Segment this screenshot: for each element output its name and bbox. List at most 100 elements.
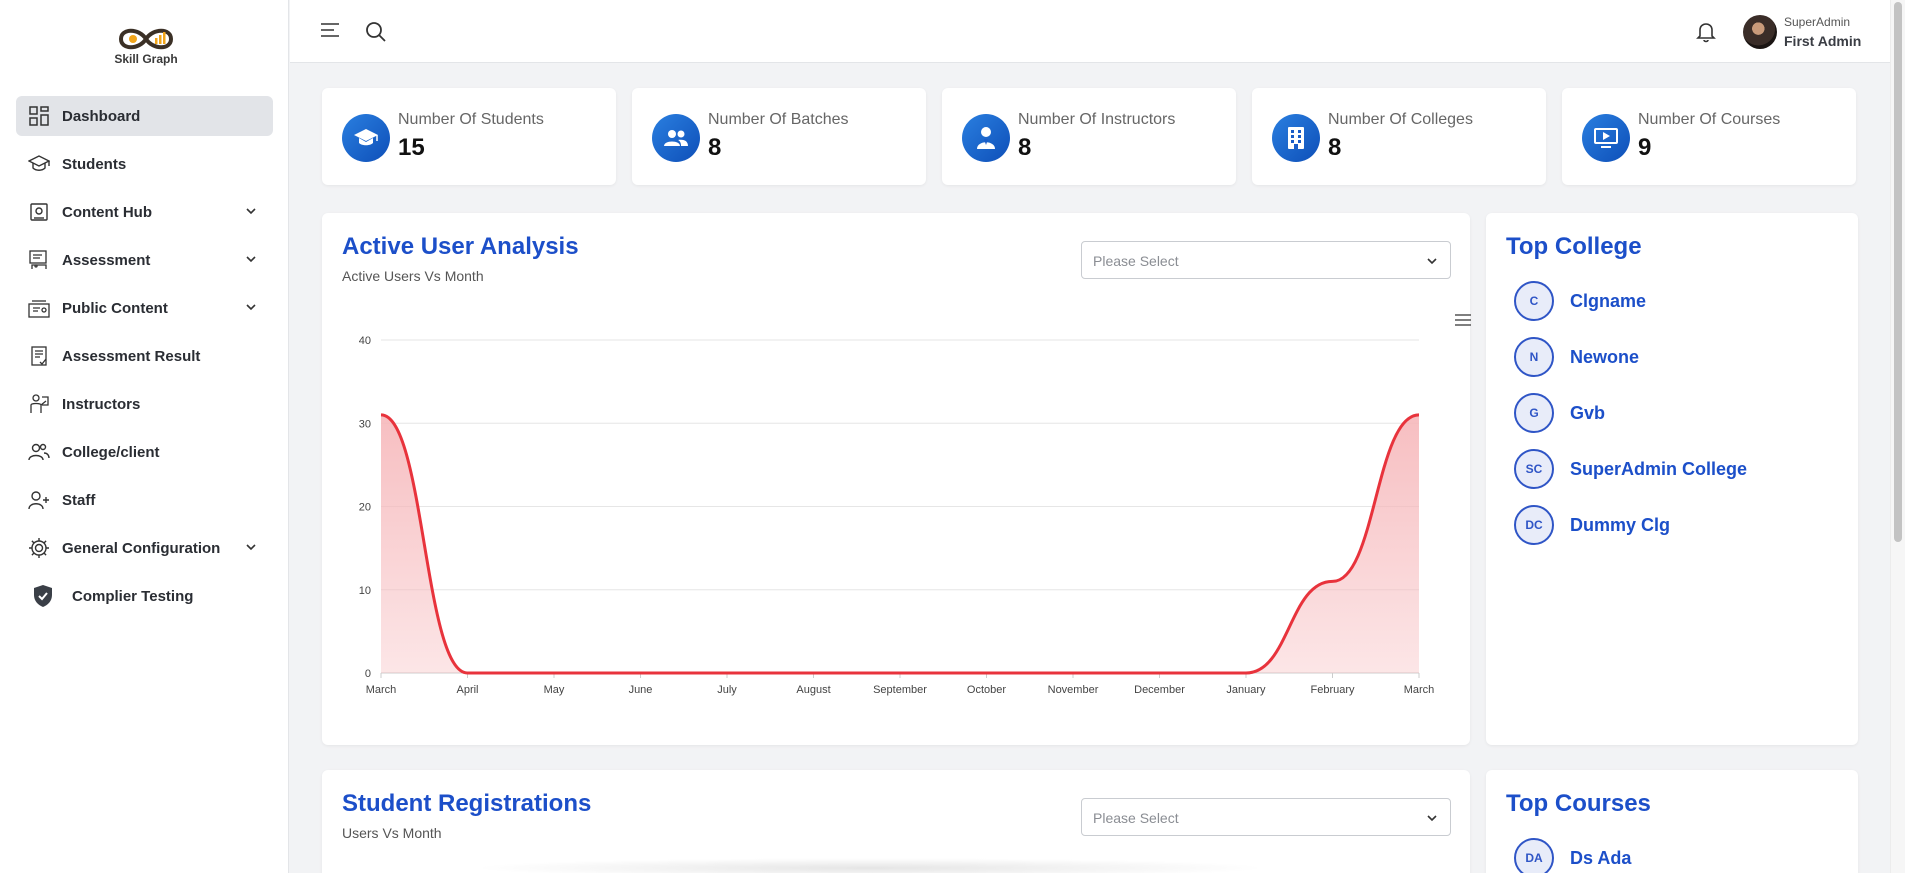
logo-text: Skill Graph [114,52,178,66]
college-name: Clgname [1570,290,1647,311]
users-group-icon [652,114,700,162]
sidebar-item-label: Public Content [62,299,168,317]
assessment-icon [28,249,50,271]
series-line [380,413,1420,675]
chevron-down-icon [1427,815,1437,822]
stat-value: 8 [1328,134,1342,161]
sidebar-item-students[interactable]: Students [16,144,273,184]
sidebar-item-assessment[interactable]: Assessment [16,240,273,280]
stat-value: 15 [398,134,425,161]
user-name[interactable]: First Admin [1784,33,1862,49]
sidebar-item-instructors[interactable]: Instructors [16,384,273,424]
scrollbar-thumb[interactable] [1894,2,1902,542]
sidebar-item-label: Complier Testing [72,587,194,605]
gear-icon [28,537,50,559]
college-name: Gvb [1570,402,1606,423]
course-name: Ds Ada [1570,847,1632,868]
y-tick-label: 20 [359,502,371,514]
sidebar-item-label: Assessment Result [62,347,201,365]
sidebar-item-dashboard[interactable]: Dashboard [16,96,273,136]
course-item[interactable]: DA Ds Ada [1514,838,1631,873]
x-tick-label: January [1226,684,1266,696]
stat-card-courses: Number Of Courses 9 [1562,88,1856,185]
stat-card-instructors: Number Of Instructors 8 [942,88,1236,185]
x-tick-label: November [1048,684,1099,696]
panel-title: Active User Analysis [342,233,579,260]
month-select[interactable]: Please Select [1081,241,1451,279]
sidebar-item-content-hub[interactable]: Content Hub [16,192,273,232]
users-icon [28,441,50,463]
chevron-down-icon [246,256,256,263]
panel-title: Top College [1506,233,1642,260]
x-tick-label: March [366,684,397,696]
sidebar-item-label: Dashboard [62,107,141,125]
sidebar: Skill Graph Dashboard Students Content H… [0,0,289,873]
stat-label: Number Of Courses [1638,111,1781,128]
bottom-shadow [470,858,1270,873]
college-name: Dummy Clg [1570,514,1671,535]
college-avatar: N [1514,337,1554,377]
y-tick-label: 10 [359,585,371,597]
instructor-icon [28,393,50,415]
chevron-down-icon [246,208,256,215]
panel-title: Top Courses [1506,790,1651,817]
y-tick-label: 40 [359,335,371,347]
user-add-icon [28,489,50,511]
chart-menu-icon[interactable] [1454,313,1472,327]
chevron-down-icon [1427,258,1437,265]
college-avatar: C [1514,281,1554,321]
stat-label: Number Of Instructors [1018,111,1176,128]
avatar[interactable] [1743,15,1777,49]
chevron-down-icon [246,304,256,311]
course-avatar: DA [1514,838,1554,873]
stat-card-colleges: Number Of Colleges 8 [1252,88,1546,185]
student-registrations-panel: Student Registrations Users Vs Month Ple… [322,770,1470,873]
college-item[interactable]: DC Dummy Clg [1514,505,1670,545]
select-placeholder: Please Select [1093,810,1179,826]
sidebar-item-public-content[interactable]: Public Content [16,288,273,328]
x-tick-label: June [629,684,653,696]
college-item[interactable]: SC SuperAdmin College [1514,449,1747,489]
x-tick-label: February [1310,684,1355,696]
sidebar-item-label: General Configuration [62,539,221,557]
panel-subtitle: Active Users Vs Month [342,268,484,284]
sidebar-nav: Dashboard Students Content Hub Assessmen… [16,96,273,624]
search-icon[interactable] [365,21,387,43]
college-avatar: DC [1514,505,1554,545]
college-name: Newone [1570,346,1640,367]
bell-icon[interactable] [1696,21,1716,43]
month-select[interactable]: Please Select [1081,798,1451,836]
x-tick-label: July [717,684,737,696]
sidebar-item-general-configuration[interactable]: General Configuration [16,528,273,568]
public-content-icon [28,297,50,319]
college-avatar: G [1514,393,1554,433]
college-item[interactable]: G Gvb [1514,393,1605,433]
sidebar-item-label: Content Hub [62,203,152,221]
college-item[interactable]: N Newone [1514,337,1639,377]
stat-card-batches: Number Of Batches 8 [632,88,926,185]
chevron-down-icon [246,544,256,551]
logo[interactable]: Skill Graph [110,24,182,72]
stat-label: Number Of Batches [708,111,849,128]
menu-icon[interactable] [320,22,340,38]
scrollbar[interactable] [1890,0,1905,873]
x-tick-label: May [544,684,565,696]
series-area [381,414,1419,673]
sidebar-item-staff[interactable]: Staff [16,480,273,520]
panel-title: Student Registrations [342,790,592,817]
stat-value: 9 [1638,134,1652,161]
graduation-cap-icon [342,114,390,162]
sidebar-item-college-client[interactable]: College/client [16,432,273,472]
stat-value: 8 [1018,134,1032,161]
shield-check-icon [32,585,54,607]
x-tick-label: March [1404,684,1435,696]
sidebar-item-label: Staff [62,491,96,509]
sidebar-item-assessment-result[interactable]: Assessment Result [16,336,273,376]
x-tick-label: August [796,684,830,696]
select-placeholder: Please Select [1093,253,1179,269]
sidebar-item-label: Students [62,155,127,173]
college-item[interactable]: C Clgname [1514,281,1646,321]
sidebar-item-complier-testing[interactable]: Complier Testing [16,576,273,616]
infinity-logo-icon [118,28,174,50]
content-hub-icon [28,201,50,223]
